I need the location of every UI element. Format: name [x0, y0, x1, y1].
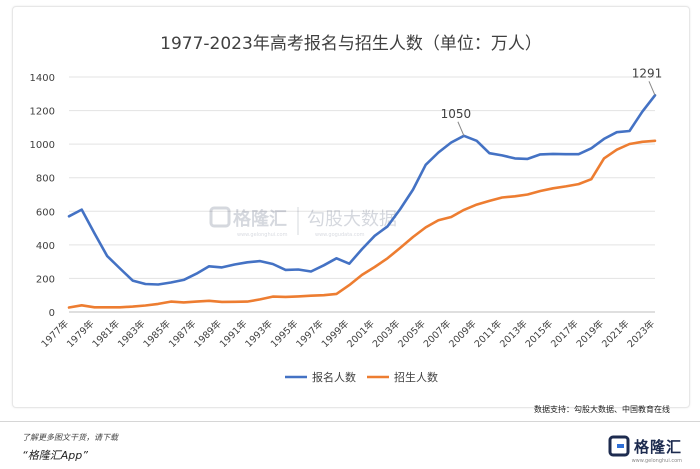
footer-logo[interactable]: 格隆汇 www.gelonghui.com	[608, 434, 682, 464]
watermark-site2: www.gogudata.com	[315, 232, 365, 238]
watermark-brand: 格隆汇	[233, 208, 287, 230]
watermark-logo-icon	[209, 206, 231, 228]
legend: 报名人数 招生人数	[285, 370, 438, 384]
y-tick-label: 600	[36, 207, 55, 218]
annotation-leader	[457, 121, 465, 136]
source-note: 数据支持：勾股大数据、中国教育在线	[534, 405, 670, 414]
chart-card: 1977-2023年高考报名与招生人数（单位：万人） 格隆汇 www.gelon…	[12, 6, 690, 408]
watermark-brand2: 勾股大数据	[307, 209, 397, 230]
y-tick-label: 1000	[30, 140, 55, 151]
logo-icon	[608, 435, 630, 457]
x-tick-label: 2023年	[625, 317, 658, 350]
annotation-leader	[648, 81, 656, 96]
logo-subtext: www.gelonghui.com	[631, 458, 682, 464]
logo-text: 格隆汇	[633, 437, 682, 456]
watermark-site1: www.gelonghui.com	[237, 232, 288, 238]
watermark: 格隆汇 www.gelonghui.com 勾股大数据 www.gogudata…	[209, 206, 397, 238]
annotation-label: 1291	[632, 66, 663, 80]
y-tick-label: 400	[36, 241, 55, 252]
chart: 1977-2023年高考报名与招生人数（单位：万人） 格隆汇 www.gelon…	[30, 34, 663, 384]
series-line-applicants	[67, 94, 657, 286]
annotation-label: 1050	[441, 107, 472, 121]
series-group	[67, 94, 657, 309]
y-tick-label: 1400	[30, 73, 55, 84]
footer-hint: 了解更多图文干货，请下载	[22, 433, 118, 442]
series-line-admissions	[67, 139, 657, 309]
y-tick-label: 800	[36, 174, 55, 185]
y-tick-label: 0	[49, 308, 55, 319]
legend-label: 报名人数	[312, 370, 356, 384]
chart-title: 1977-2023年高考报名与招生人数（单位：万人）	[160, 34, 542, 54]
annotations: 1050 1291	[441, 66, 663, 136]
y-axis: 0 200 400 600 800 1000 1200 1400	[30, 73, 55, 319]
footer-app-name[interactable]: “格隆汇App”	[22, 449, 88, 462]
legend-label: 招生人数	[394, 370, 438, 384]
y-tick-label: 200	[36, 274, 55, 285]
y-tick-label: 1200	[30, 107, 55, 118]
x-axis: 1977年1979年1981年1983年1985年1987年1989年1991年…	[39, 317, 658, 350]
footer-divider	[0, 421, 700, 422]
grid	[69, 76, 655, 313]
